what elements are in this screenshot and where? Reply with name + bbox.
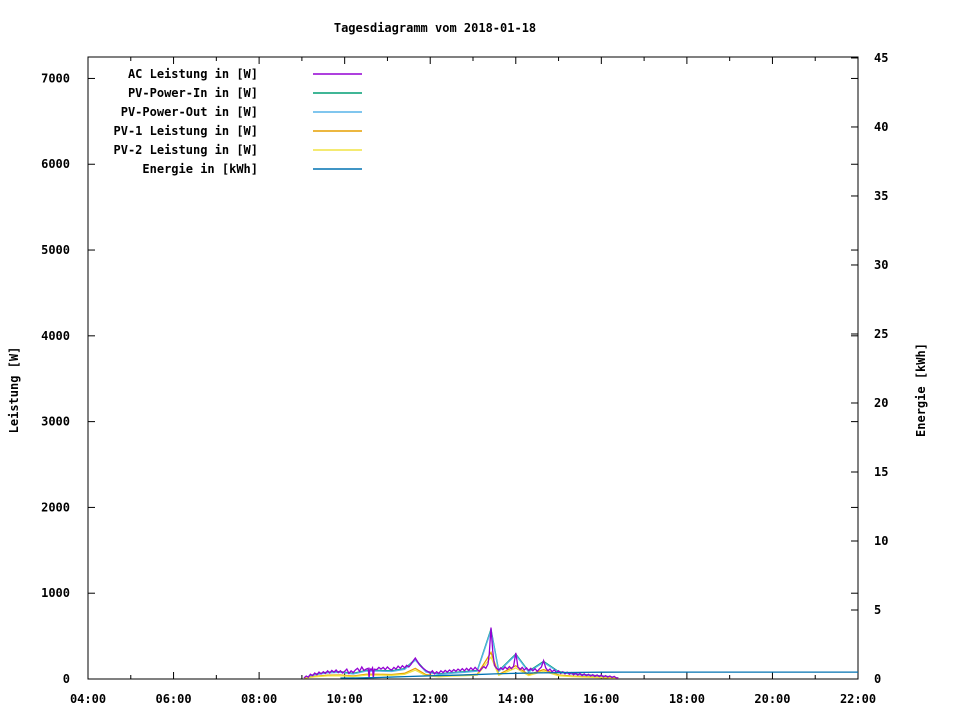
legend-label: PV-Power-Out in [W]	[121, 105, 258, 119]
y2-axis-label: Energie [kWh]	[914, 343, 928, 437]
x-tick-label: 10:00	[327, 692, 363, 706]
y-tick-label: 0	[63, 672, 70, 686]
legend-label: AC Leistung in [W]	[128, 67, 258, 81]
y-tick-label: 3000	[41, 415, 70, 429]
y2-tick-label: 35	[874, 189, 888, 203]
x-tick-label: 18:00	[669, 692, 705, 706]
y2-tick-label: 40	[874, 120, 888, 134]
y-tick-label: 2000	[41, 500, 70, 514]
x-tick-label: 12:00	[412, 692, 448, 706]
y2-tick-label: 10	[874, 534, 888, 548]
x-tick-label: 20:00	[754, 692, 790, 706]
y-tick-label: 5000	[41, 243, 70, 257]
legend-label: PV-Power-In in [W]	[128, 86, 258, 100]
y2-tick-label: 25	[874, 327, 888, 341]
x-tick-label: 06:00	[155, 692, 191, 706]
y2-tick-label: 15	[874, 465, 888, 479]
legend-label: Energie in [kWh]	[142, 162, 258, 176]
y2-tick-label: 20	[874, 396, 888, 410]
x-tick-label: 14:00	[498, 692, 534, 706]
y2-tick-label: 0	[874, 672, 881, 686]
y2-tick-label: 5	[874, 603, 881, 617]
legend-label: PV-2 Leistung in [W]	[114, 143, 259, 157]
y-tick-label: 1000	[41, 586, 70, 600]
y-tick-label: 6000	[41, 157, 70, 171]
x-tick-label: 08:00	[241, 692, 277, 706]
series-energie-in-kwh	[340, 671, 858, 679]
y2-tick-label: 30	[874, 258, 888, 272]
y-tick-label: 7000	[41, 71, 70, 85]
y-axis-label: Leistung [W]	[7, 346, 21, 434]
x-tick-label: 22:00	[840, 692, 876, 706]
y2-tick-label: 45	[874, 51, 888, 65]
chart-title: Tagesdiagramm vom 2018-01-18	[333, 21, 537, 35]
series-ac-leistung-in-w	[303, 627, 619, 679]
x-tick-label: 16:00	[583, 692, 619, 706]
x-tick-label: 04:00	[70, 692, 106, 706]
y-tick-label: 4000	[41, 329, 70, 343]
series-pv-2-leistung-in-w	[303, 655, 619, 679]
legend-label: PV-1 Leistung in [W]	[114, 124, 259, 138]
